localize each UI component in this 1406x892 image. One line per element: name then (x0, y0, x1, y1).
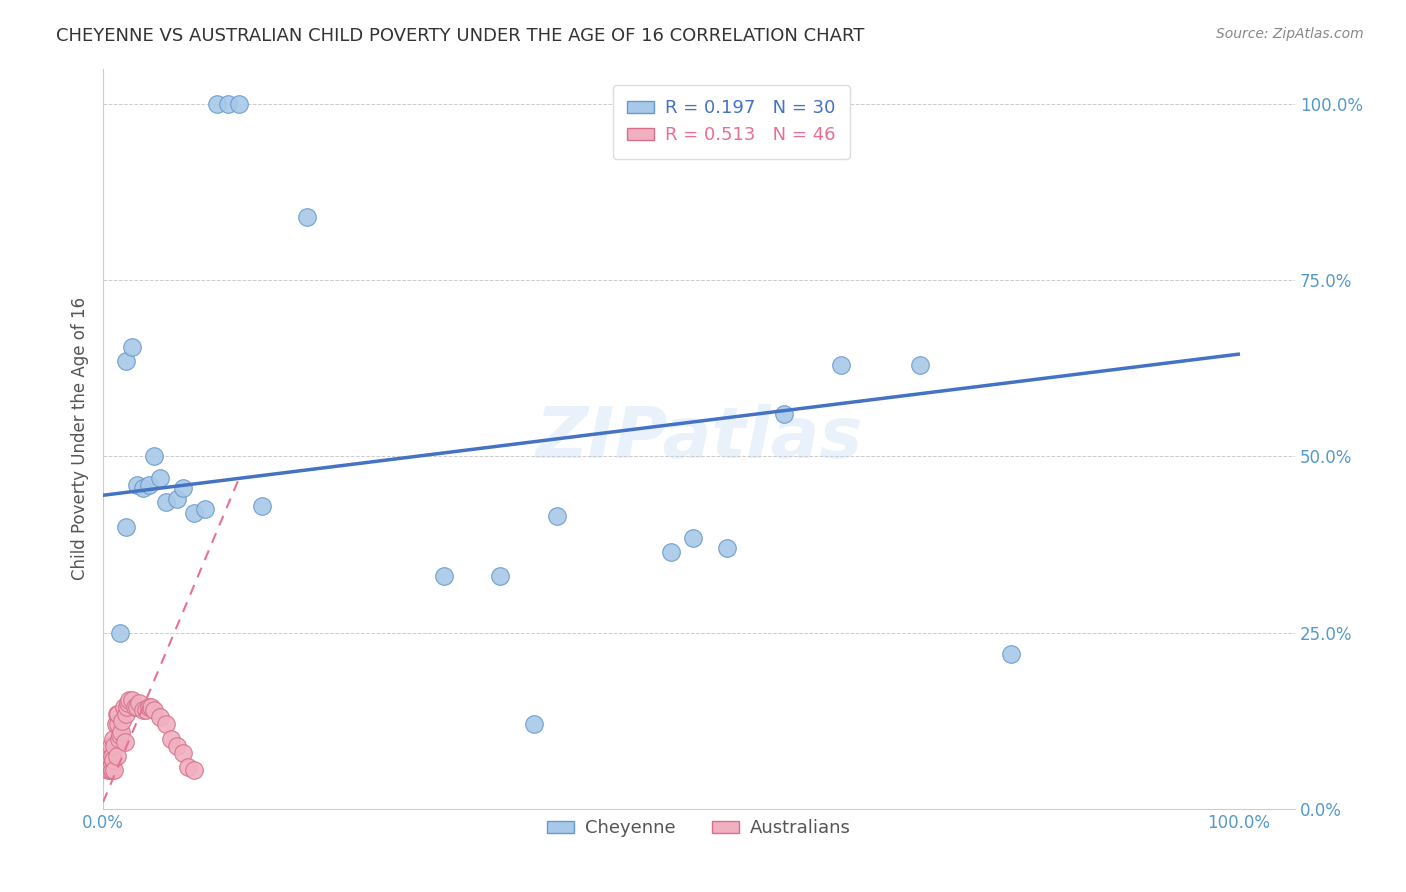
Point (910, 358, 932, 372)
Point (103, 731, 125, 746)
Point (297, 210, 319, 224)
Point (101, 749, 124, 764)
Point (105, 749, 128, 764)
Legend: Cheyenne, Australians: Cheyenne, Australians (540, 812, 858, 845)
Point (149, 710, 172, 724)
Point (143, 450, 166, 464)
Point (172, 746, 194, 760)
Point (155, 717, 177, 731)
Point (489, 569, 512, 583)
Point (108, 731, 131, 746)
Point (160, 731, 183, 746)
Point (183, 506, 205, 520)
Point (250, 499, 273, 513)
Point (546, 509, 568, 524)
Point (172, 481, 194, 495)
Point (659, 544, 682, 558)
Point (111, 714, 134, 728)
Point (97, 756, 120, 771)
Point (433, 569, 456, 583)
Point (114, 735, 136, 749)
Point (1000, 647, 1022, 661)
Point (228, 96, 250, 111)
Point (97, 760, 120, 774)
Text: ZIPatlas: ZIPatlas (536, 404, 863, 474)
Point (121, 693, 143, 707)
Point (138, 699, 160, 714)
Point (124, 699, 146, 714)
Point (112, 699, 135, 714)
Point (108, 625, 131, 640)
Point (128, 696, 150, 710)
Point (138, 477, 160, 491)
Text: Source: ZipAtlas.com: Source: ZipAtlas.com (1216, 27, 1364, 41)
Point (773, 407, 796, 421)
Point (177, 760, 200, 774)
Point (100, 739, 122, 753)
Point (103, 753, 125, 767)
Point (100, 760, 122, 774)
Point (114, 520, 136, 534)
Point (166, 739, 188, 753)
Point (143, 703, 166, 717)
Point (108, 728, 131, 742)
Point (132, 703, 155, 717)
Point (98, 760, 121, 774)
Point (101, 764, 124, 778)
Point (135, 703, 157, 717)
Point (118, 693, 141, 707)
Point (127, 477, 149, 491)
Point (523, 717, 546, 731)
Point (121, 340, 143, 354)
Point (103, 764, 125, 778)
Point (115, 699, 138, 714)
Point (107, 706, 129, 721)
Point (127, 699, 149, 714)
Point (107, 717, 129, 731)
Point (155, 495, 177, 509)
Point (139, 699, 162, 714)
Point (117, 696, 139, 710)
Point (149, 470, 172, 484)
Point (217, 96, 239, 111)
Point (110, 724, 132, 739)
Point (96, 753, 118, 767)
Point (105, 706, 128, 721)
Y-axis label: Child Poverty Under the Age of 16: Child Poverty Under the Age of 16 (72, 297, 89, 581)
Point (98, 764, 121, 778)
Point (94, 746, 117, 760)
Point (114, 706, 136, 721)
Point (194, 502, 217, 516)
Text: CHEYENNE VS AUSTRALIAN CHILD POVERTY UNDER THE AGE OF 16 CORRELATION CHART: CHEYENNE VS AUSTRALIAN CHILD POVERTY UND… (56, 27, 865, 45)
Point (183, 764, 205, 778)
Point (166, 491, 188, 506)
Point (104, 717, 127, 731)
Point (103, 739, 125, 753)
Point (205, 96, 228, 111)
Point (97, 764, 120, 778)
Point (830, 358, 852, 372)
Point (114, 354, 136, 368)
Point (682, 531, 704, 545)
Point (132, 481, 155, 495)
Point (716, 541, 738, 556)
